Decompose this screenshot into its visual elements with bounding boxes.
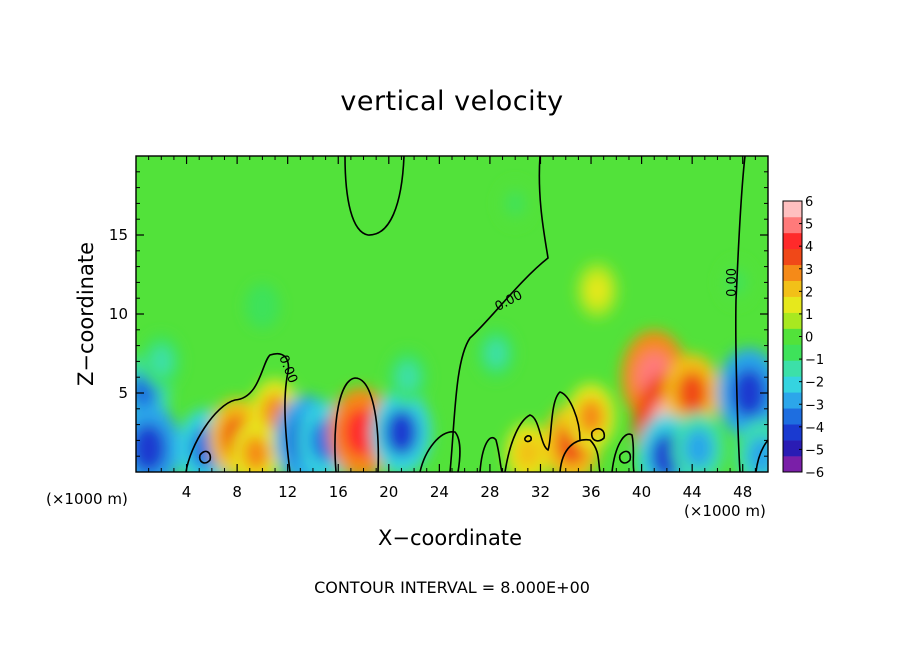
colorbar-swatch — [783, 216, 802, 234]
colorbar-label: 4 — [805, 240, 813, 255]
x-tick-label: 44 — [683, 483, 702, 501]
x-axis-title: X−coordinate — [378, 526, 522, 550]
colorbar-label: 3 — [805, 263, 813, 278]
x-tick-label: 40 — [632, 483, 651, 501]
x-tick-label: 12 — [278, 483, 297, 501]
heatmap-cell — [676, 371, 708, 415]
zero-contour-lines — [185, 156, 768, 472]
heatmap-cell — [384, 409, 418, 456]
y-axis: 5 10 15 — [109, 171, 768, 457]
colorbar-swatch — [783, 392, 802, 409]
colorbar-label: −1 — [805, 353, 824, 368]
contour-line — [618, 450, 632, 464]
heatmap-cell — [515, 436, 540, 470]
colorbar-label: 0 — [805, 331, 813, 346]
colorbar-swatch — [783, 360, 802, 377]
colorbar-swatch — [783, 440, 802, 457]
heatmap-cell — [136, 423, 167, 472]
contour-interval-note: CONTOUR INTERVAL = 8.000E+00 — [314, 578, 590, 597]
colorbar-swatch — [783, 408, 802, 425]
heatmap-field — [136, 156, 768, 472]
contour-line — [479, 437, 503, 472]
colorbar-swatch — [783, 424, 802, 441]
contour-line — [611, 433, 635, 472]
x-axis-unit-right: (×1000 m) — [684, 502, 766, 520]
contour-line — [419, 431, 461, 472]
colorbar-swatch — [783, 264, 802, 282]
y-tick-label: 10 — [109, 305, 128, 323]
heatmap-cell — [747, 436, 768, 472]
colorbar-label: 5 — [805, 218, 813, 233]
contour-line — [185, 353, 291, 472]
x-axis-unit-left: (×1000 m) — [46, 490, 128, 508]
colorbar-label: 1 — [805, 308, 813, 323]
colorbar-swatch — [783, 312, 802, 329]
heatmap-cell — [577, 398, 605, 435]
x-tick-label: 48 — [733, 483, 752, 501]
chart-title: vertical velocity — [340, 86, 564, 117]
colorbar-swatch — [783, 280, 802, 297]
heatmap-cell — [586, 275, 609, 306]
colorbar-label: 2 — [805, 285, 813, 300]
colorbar-swatch — [783, 232, 802, 250]
colorbar-swatch — [783, 376, 802, 393]
heatmap-cell — [150, 346, 173, 377]
heatmap-cell — [684, 428, 713, 469]
x-tick-label: 24 — [430, 483, 449, 501]
contour-line — [344, 156, 405, 236]
colorbar-swatch — [783, 248, 802, 266]
contour-line — [755, 439, 768, 472]
x-tick-label: 32 — [531, 483, 550, 501]
heatmap-cell — [396, 362, 419, 393]
contour-line — [198, 450, 212, 464]
colorbar-swatch — [783, 328, 802, 345]
x-tick-label: 36 — [581, 483, 600, 501]
contour-line — [504, 391, 581, 472]
x-tick-label: 28 — [480, 483, 499, 501]
heatmap-cell — [485, 339, 507, 368]
contour-line — [590, 427, 606, 442]
colorbar-swatch — [783, 201, 802, 218]
heatmap-cell — [731, 368, 767, 418]
colorbar-label: −5 — [805, 443, 824, 458]
x-tick-label: 16 — [329, 483, 348, 501]
colorbar-swatch — [783, 344, 802, 361]
heatmap-cell — [506, 191, 525, 216]
colorbar-label: −4 — [805, 421, 824, 436]
colorbar-swatch — [783, 456, 802, 473]
colorbar-label: −3 — [805, 398, 824, 413]
x-tick-label: 8 — [232, 483, 242, 501]
colorbar-label: −6 — [805, 466, 824, 481]
heatmap-cell — [252, 293, 272, 319]
colorbar-swatch — [783, 296, 802, 313]
colorbar-label: −2 — [805, 376, 824, 391]
x-tick-label: 20 — [379, 483, 398, 501]
contour-line — [524, 435, 532, 443]
contour-line — [735, 156, 746, 472]
contour-line — [449, 156, 549, 472]
x-axis: 4 8 12 16 20 24 28 32 36 40 44 48 — [148, 156, 756, 501]
y-tick-label: 5 — [118, 384, 128, 402]
contour-line — [334, 377, 380, 472]
contour-line — [559, 439, 601, 472]
heatmap-cell — [343, 407, 379, 458]
y-tick-label: 15 — [109, 226, 128, 244]
heatmap-cell — [242, 434, 270, 472]
colorbar: 6 5 4 3 2 1 0 −1 −2 −3 −4 −5 −6 — [782, 195, 824, 481]
contour-label: 0.00 — [725, 268, 740, 297]
colorbar-label: 6 — [805, 195, 813, 210]
x-tick-label: 4 — [182, 483, 192, 501]
